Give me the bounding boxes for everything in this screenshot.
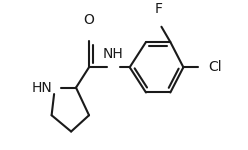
Text: F: F: [155, 2, 163, 16]
Text: Cl: Cl: [209, 60, 222, 74]
Text: O: O: [84, 13, 94, 27]
Text: NH: NH: [103, 47, 124, 61]
Text: HN: HN: [32, 81, 52, 95]
